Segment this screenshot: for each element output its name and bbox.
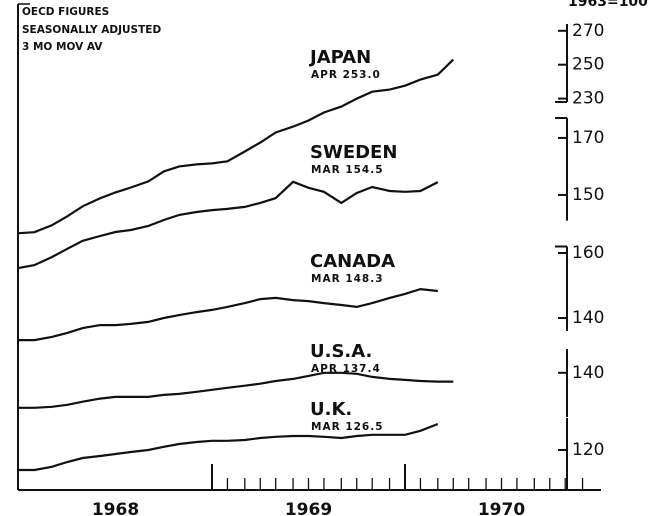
series-line — [18, 180, 439, 269]
series-line — [18, 58, 455, 235]
series-label: MAR 148.3 — [311, 273, 384, 285]
y-tick-label: 250 — [572, 55, 604, 75]
series-name: CANADA — [310, 251, 395, 272]
x-tick-label: 1970 — [478, 500, 525, 516]
series-name: U.K. — [310, 399, 352, 420]
y-tick-label: 170 — [572, 128, 604, 148]
series-line — [19, 371, 454, 409]
series-name: SWEDEN — [310, 142, 397, 163]
note: 3 MO MOV AV — [22, 41, 103, 53]
series-label: MAR 126.5 — [311, 421, 384, 433]
x-tick-label: 1968 — [92, 500, 139, 516]
series-label: APR 253.0 — [311, 69, 381, 81]
series-line — [19, 287, 438, 342]
y-tick-label: 270 — [572, 21, 604, 41]
series-label: APR 137.4 — [311, 363, 381, 375]
series-name: U.S.A. — [310, 341, 372, 362]
base-label: 1963=100 — [568, 0, 648, 10]
y-tick-label: 120 — [572, 440, 604, 460]
y-tick-label: 150 — [572, 185, 604, 205]
series-name: JAPAN — [308, 47, 371, 68]
note: OECD FIGURES — [22, 6, 109, 18]
series-line — [19, 422, 439, 472]
x-tick-label: 1969 — [285, 500, 332, 516]
y-tick-label: 160 — [572, 243, 604, 263]
y-tick-label: 230 — [572, 89, 604, 109]
note: SEASONALLY ADJUSTED — [22, 24, 161, 36]
y-tick-label: 140 — [572, 308, 604, 328]
y-tick-label: 140 — [572, 363, 604, 383]
series-label: MAR 154.5 — [311, 164, 384, 176]
